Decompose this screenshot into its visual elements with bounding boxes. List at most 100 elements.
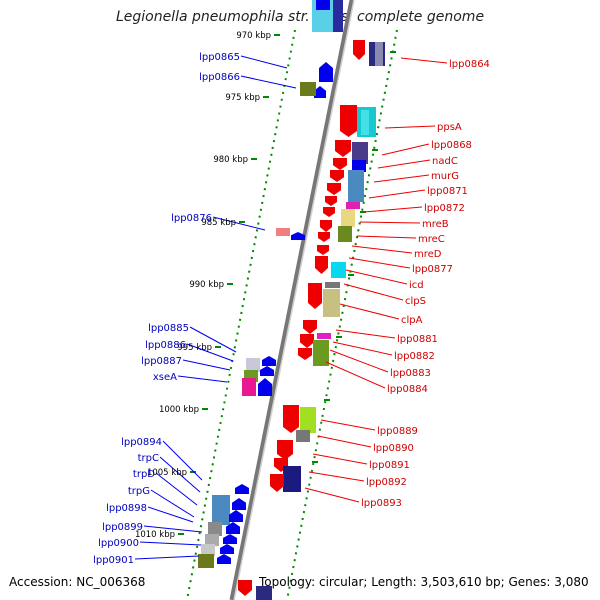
feature-block [361, 110, 369, 135]
gene-label-left[interactable]: lpp0885 [148, 323, 189, 334]
label-connector [308, 471, 365, 482]
label-connector [332, 341, 393, 356]
label-connector [345, 269, 408, 285]
gene-label-left[interactable]: lpp0876 [171, 213, 212, 224]
gene-label-left[interactable]: lpp0865 [199, 52, 240, 63]
label-connector [329, 349, 389, 373]
gene-label-right[interactable]: icd [409, 280, 424, 291]
gene-label-right[interactable]: mreC [418, 234, 445, 245]
label-connector [147, 506, 194, 523]
reverse-gene-arrow [258, 378, 272, 396]
kbp-label: 980 kbp [213, 155, 248, 165]
reverse-gene-arrow [314, 86, 326, 98]
gene-label-left[interactable]: lpp0899 [102, 522, 143, 533]
feature-block [338, 226, 352, 242]
gene-label-right[interactable]: lpp0882 [394, 351, 435, 362]
gene-label-left[interactable]: trpC [138, 453, 159, 464]
gene-label-left[interactable]: lpp0901 [93, 555, 134, 566]
gene-label-left[interactable]: lpp0894 [121, 437, 162, 448]
accession-text: Accession: NC_006368 [9, 575, 146, 589]
gene-label-right[interactable]: mreB [422, 219, 449, 230]
gene-label-right[interactable]: lpp0890 [373, 443, 414, 454]
gene-label-left[interactable]: lpp0866 [199, 72, 240, 83]
feature-block [352, 160, 366, 172]
reverse-gene-arrow [217, 554, 231, 564]
gene-label-right[interactable]: mreD [414, 249, 442, 260]
gene-label-left[interactable]: lpp0898 [106, 503, 147, 514]
label-connector [400, 57, 448, 64]
reverse-gene-arrow [260, 366, 274, 376]
feature-block [316, 0, 330, 10]
gene-label-right[interactable]: clpA [401, 315, 423, 326]
forward-gene-arrow [335, 140, 351, 157]
label-connector [320, 419, 376, 431]
label-connector [150, 489, 195, 518]
feature-block [325, 282, 340, 288]
gene-label-right[interactable]: lpp0891 [369, 460, 410, 471]
reverse-gene-arrow [262, 356, 276, 366]
gene-label-right[interactable]: lpp0871 [427, 186, 468, 197]
gene-label-left[interactable]: xseA [153, 372, 177, 383]
reverse-gene-arrow [319, 62, 333, 82]
gene-label-right[interactable]: lpp0892 [366, 477, 407, 488]
tick-track-right [286, 29, 398, 600]
topology-text: Topology: circular; Length: 3,503,610 bp… [259, 575, 589, 589]
gene-label-left[interactable]: lpp0900 [98, 538, 139, 549]
label-connector [189, 326, 237, 353]
label-connector [363, 206, 423, 213]
gene-label-right[interactable]: lpp0883 [390, 368, 431, 379]
gene-label-right[interactable]: lpp0872 [424, 203, 465, 214]
feature-block [323, 289, 340, 317]
label-connector [373, 174, 430, 183]
gene-label-right[interactable]: nadC [432, 156, 458, 167]
forward-gene-arrow [298, 348, 312, 360]
forward-gene-arrow [315, 256, 328, 274]
label-connector [356, 235, 417, 239]
backbone-line [229, 0, 355, 600]
label-connector [134, 555, 200, 560]
kbp-label: 985 kbp [201, 218, 236, 228]
label-connector [139, 541, 202, 546]
gene-label-right[interactable]: lpp0893 [361, 498, 402, 509]
feature-block [348, 170, 364, 202]
feature-block [198, 554, 214, 568]
feature-block [242, 378, 256, 396]
forward-gene-arrow [270, 474, 284, 492]
gene-label-left[interactable]: lpp0886 [145, 340, 186, 351]
feature-block [246, 358, 260, 372]
forward-gene-arrow [340, 105, 357, 137]
reverse-gene-arrow [226, 522, 240, 534]
gene-label-left[interactable]: trpG [128, 486, 150, 497]
gene-label-right[interactable]: murG [431, 171, 459, 182]
forward-gene-arrow [277, 440, 293, 460]
gene-label-right[interactable]: lpp0884 [387, 384, 428, 395]
map-title: Legionella pneumophila str. Paris, compl… [115, 9, 485, 25]
gene-label-right[interactable]: clpS [405, 296, 426, 307]
gene-label-left[interactable]: lpp0887 [141, 356, 182, 367]
label-connector [381, 143, 430, 156]
gene-label-right[interactable]: ppsA [437, 122, 462, 133]
feature-block [256, 586, 272, 600]
feature-block [313, 340, 329, 366]
forward-gene-arrow [317, 245, 329, 255]
gene-label-right[interactable]: lpp0877 [412, 264, 453, 275]
gene-label-right[interactable]: lpp0881 [397, 334, 438, 345]
gene-label-left[interactable]: trpD [133, 469, 155, 480]
feature-block [331, 262, 346, 278]
gene-label-right[interactable]: lpp0864 [449, 59, 490, 70]
reverse-gene-arrow [235, 484, 249, 494]
kbp-label: 1010 kbp [135, 530, 175, 540]
forward-gene-arrow [325, 196, 337, 206]
feature-block [212, 495, 230, 525]
forward-gene-arrow [327, 183, 341, 195]
label-connector [325, 361, 386, 389]
label-connector [143, 525, 203, 533]
label-connector [368, 189, 426, 199]
gene-label-right[interactable]: lpp0868 [431, 140, 472, 151]
label-connector [335, 329, 396, 339]
gene-label-right[interactable]: lpp0889 [377, 426, 418, 437]
feature-block [300, 407, 316, 433]
label-connector [240, 55, 288, 69]
feature-block [208, 522, 222, 536]
